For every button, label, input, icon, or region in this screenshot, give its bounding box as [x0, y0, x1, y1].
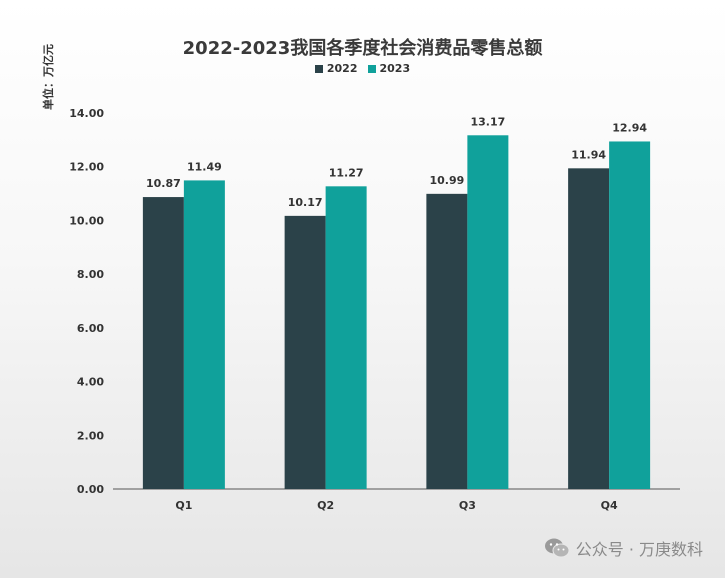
legend-item-2023: 2023 [367, 62, 411, 75]
data-label-2022-Q2: 10.17 [288, 196, 323, 209]
y-tick-label: 14.00 [69, 107, 104, 120]
legend: 2022 2023 [0, 62, 725, 75]
bar-2023-Q3 [467, 135, 509, 489]
bar-2023-Q4 [609, 141, 651, 489]
legend-swatch-2022 [314, 64, 323, 73]
legend-item-2022: 2022 [314, 62, 358, 75]
watermark-text: 公众号 · 万庚数科 [575, 540, 703, 559]
y-tick-label: 6.00 [77, 322, 104, 335]
x-tick-label-Q2: Q2 [317, 499, 334, 512]
wechat-icon [544, 538, 570, 558]
y-tick-label: 12.00 [69, 161, 104, 174]
legend-swatch-2023 [367, 64, 376, 73]
data-label-2022-Q3: 10.99 [429, 174, 464, 187]
legend-label-2022: 2022 [326, 62, 358, 75]
data-label-2022-Q4: 11.94 [571, 148, 606, 161]
y-tick-label: 2.00 [77, 429, 104, 442]
data-label-2023-Q3: 13.17 [470, 115, 505, 128]
bar-2022-Q3 [426, 193, 468, 489]
y-tick-label: 4.00 [77, 376, 104, 389]
bar-2023-Q1 [183, 180, 225, 489]
y-tick-label: 0.00 [77, 483, 104, 496]
x-tick-label-Q3: Q3 [459, 499, 476, 512]
data-label-2023-Q2: 11.27 [329, 166, 364, 179]
x-tick-label-Q1: Q1 [175, 499, 192, 512]
bar-2023-Q2 [325, 186, 367, 489]
y-tick-label: 8.00 [77, 268, 104, 281]
x-tick-label-Q4: Q4 [601, 499, 618, 512]
data-label-2023-Q1: 11.49 [187, 160, 222, 173]
data-label-2023-Q4: 12.94 [612, 121, 647, 134]
bar-2022-Q2 [284, 215, 326, 489]
y-tick-label: 10.00 [69, 214, 104, 227]
chart-title: 2022-2023我国各季度社会消费品零售总额 [182, 38, 543, 59]
watermark: 公众号 · 万庚数科 [544, 536, 703, 560]
bar-2022-Q1 [142, 197, 184, 489]
bar-2022-Q4 [568, 168, 610, 489]
data-label-2022-Q1: 10.87 [146, 177, 181, 190]
legend-label-2023: 2023 [379, 62, 411, 75]
